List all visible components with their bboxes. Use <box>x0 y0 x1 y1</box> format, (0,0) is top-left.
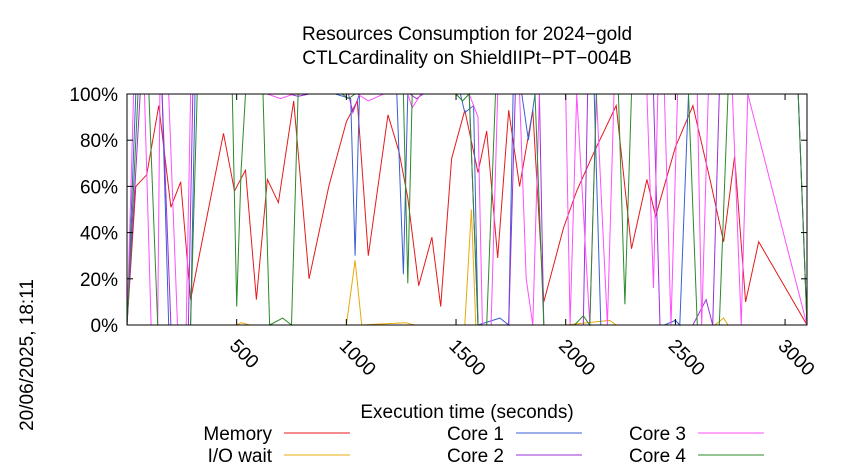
y-tick-label: 60% <box>80 177 118 198</box>
legend-label: Core 1 <box>447 424 504 445</box>
x-axis-label: Execution time (seconds) <box>360 402 573 423</box>
x-tick-label: 500 <box>225 336 262 373</box>
chart-title-line2: CTLCardinality on ShieldIIPt−PT−004B <box>302 48 632 69</box>
y-axis: 0% 20% 40% 60% 80% 100% <box>69 85 807 337</box>
y-tick-label: 20% <box>80 270 118 291</box>
x-axis: 500 1000 1500 2000 2500 3000 <box>225 94 818 380</box>
y-tick-label: 100% <box>69 85 118 106</box>
x-tick-label: 2000 <box>554 336 599 381</box>
plot-frame <box>126 93 808 326</box>
legend-label: Core 4 <box>629 446 686 467</box>
y-tick-label: 40% <box>80 224 118 245</box>
series-layer <box>126 92 808 327</box>
timestamp-label: 20/06/2025, 18:11 <box>17 279 38 431</box>
legend-label: I/O wait <box>208 446 273 467</box>
legend-label: Core 2 <box>447 446 504 467</box>
series-line-memory <box>126 99 808 326</box>
legend-label: Memory <box>203 424 272 445</box>
x-tick-label: 3000 <box>774 336 819 381</box>
y-tick-label: 0% <box>91 316 119 337</box>
x-tick-label: 2500 <box>664 336 709 381</box>
y-tick-label: 80% <box>80 131 118 152</box>
chart-title-line1: Resources Consumption for 2024−gold <box>302 24 632 45</box>
x-tick-label: 1000 <box>335 336 380 381</box>
legend-label: Core 3 <box>629 424 686 445</box>
x-tick-label: 1500 <box>444 336 489 381</box>
series-line-core-3 <box>126 93 808 326</box>
